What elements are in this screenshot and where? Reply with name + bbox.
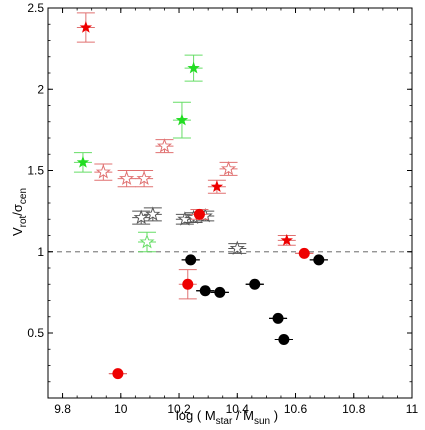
x-axis-label: log ( Mstar / Msun ) [176,408,278,427]
y-tick-label: 1 [37,245,44,259]
plot-frame [47,7,413,399]
green-open-star-point [139,234,155,249]
black-circle-point [185,254,197,266]
red-circle-point [182,278,194,290]
red-filled-star-point [79,21,93,33]
red-circle-point [193,208,205,220]
red-filled-star-point [280,233,293,246]
x-tick-label: 10.6 [284,402,308,416]
red-filled-star-point [210,180,224,193]
y-tick-label: 1.5 [27,164,44,178]
y-tick-label: 2 [37,82,44,96]
black-circle-point [278,334,290,345]
green-filled-star-point [175,113,189,126]
y-tick-label: 0.5 [27,326,44,340]
y-tick-label: 2.5 [27,1,44,15]
black-circle-point [249,278,261,290]
black-circle-point [199,285,211,297]
gray-open-star-point [133,209,149,225]
x-tick-label: 10.2 [167,402,191,416]
x-tick-label: 10.8 [342,402,366,416]
gray-open-star-point [145,206,161,221]
y-axis-label: Vrot/σcen [10,188,29,236]
red-open-star-point [95,164,111,179]
x-tick-label: 9.8 [54,402,71,416]
x-tick-label: 10.4 [226,402,250,416]
red-circle-point [112,368,124,380]
gray-open-star-point [229,240,245,255]
x-tick-label: 11 [406,402,419,416]
red-circle-point [298,247,310,259]
black-circle-point [313,254,325,266]
red-open-star-point [156,138,173,153]
x-tick-label: 10 [114,402,128,416]
black-circle-point [214,286,226,298]
axes: 9.8 10 10.2 10.4 10.6 10.8 11 0.5 1 1.5 2 2.5 [27,1,418,416]
red-open-star-point [220,160,237,176]
red-open-star-point [136,170,152,186]
black-circle-point [272,312,284,324]
green-filled-star-point [76,155,90,168]
red-open-star-point [119,170,135,186]
data-marks [73,12,328,380]
green-filled-star-point [187,61,200,74]
